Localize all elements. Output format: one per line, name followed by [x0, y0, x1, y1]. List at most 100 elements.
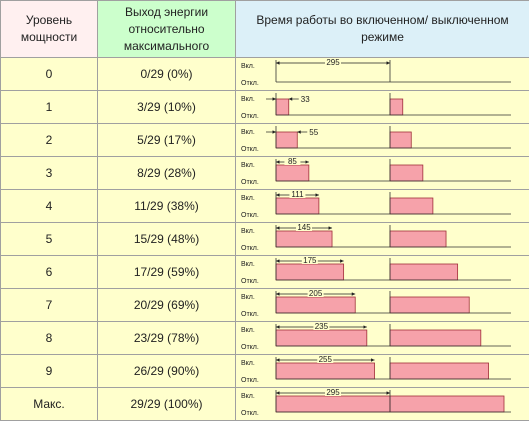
time-label: 255 [319, 355, 333, 364]
pulse [389, 197, 434, 215]
header-cell: Выход энергии относительно максимального [97, 0, 236, 58]
time-label: 235 [315, 322, 329, 331]
on-label: Вкл. [241, 162, 255, 169]
on-label: Вкл. [241, 129, 255, 136]
output-cell: 0/29 (0%) [97, 57, 236, 91]
level-cell: 2 [0, 123, 98, 157]
label-bg [296, 223, 313, 231]
level-cell: 9 [0, 354, 98, 388]
time-label: 205 [309, 289, 323, 298]
row: 8 23/29 (78%) Вкл. Откл. 235 [0, 321, 529, 355]
pulse [389, 230, 447, 248]
row: 2 5/29 (17%) Вкл. Откл. 55 [0, 123, 529, 157]
time-label: 111 [291, 190, 304, 199]
timing-diagram: Вкл. Откл. 111 [241, 190, 511, 219]
time-label: 145 [297, 223, 311, 232]
timing-diagram: Вкл. Откл. 175 [241, 256, 511, 285]
pulse [389, 395, 505, 413]
timing-diagram: Вкл. Откл. 85 [241, 157, 511, 186]
timing-cell: Вкл. Откл. 145 [235, 222, 529, 256]
output-cell: 5/29 (17%) [97, 123, 236, 157]
header-cell: Время работы во включенном/ выключенном … [235, 0, 529, 58]
output-cell: 8/29 (28%) [97, 156, 236, 190]
row: 6 17/29 (59%) Вкл. Откл. 175 [0, 255, 529, 289]
pulse [275, 362, 375, 380]
level-cell: 4 [0, 189, 98, 223]
off-label: Откл. [241, 113, 259, 120]
label-bg [325, 388, 341, 396]
time-label: 55 [309, 128, 318, 137]
pulse [275, 296, 356, 314]
on-label: Вкл. [241, 261, 255, 268]
output-cell: 17/29 (59%) [97, 255, 236, 289]
timing-diagram: Вкл. Откл. 295 [241, 58, 511, 87]
timing-cell: Вкл. Откл. 55 [235, 123, 529, 157]
output-cell: 20/29 (69%) [97, 288, 236, 322]
timing-cell: Вкл. Откл. 85 [235, 156, 529, 190]
output-cell: 15/29 (48%) [97, 222, 236, 256]
output-cell: 23/29 (78%) [97, 321, 236, 355]
off-label: Откл. [241, 80, 259, 87]
header-row: Уровень мощности Выход энергии относител… [0, 0, 529, 58]
timing-diagram: Вкл. Откл. 55 [241, 126, 511, 153]
on-label: Вкл. [241, 360, 255, 367]
pulse [275, 395, 391, 413]
time-label: 33 [301, 95, 310, 104]
row: 4 11/29 (38%) Вкл. Откл. 111 [0, 189, 529, 223]
pulse [275, 164, 310, 182]
level-cell: 6 [0, 255, 98, 289]
row: 5 15/29 (48%) Вкл. Откл. 145 [0, 222, 529, 256]
output-cell: 3/29 (10%) [97, 90, 236, 124]
timing-diagram: Вкл. Откл. 255 [241, 355, 511, 384]
label-bg [289, 190, 306, 198]
pulse [275, 131, 298, 149]
on-label: Вкл. [241, 96, 255, 103]
level-cell: 1 [0, 90, 98, 124]
timing-diagram: Вкл. Откл. 235 [241, 322, 511, 351]
off-label: Откл. [241, 146, 259, 153]
level-cell: 8 [0, 321, 98, 355]
pulse [275, 263, 345, 281]
table-body: 0 0/29 (0%) Вкл. Откл. 295 1 3/29 (10%) Вкл. Отк… [0, 57, 529, 421]
row: 9 26/29 (90%) Вкл. Откл. 255 [0, 354, 529, 388]
timing-cell: Вкл. Откл. 175 [235, 255, 529, 289]
timing-diagram: Вкл. Откл. 205 [241, 289, 511, 318]
output-cell: 26/29 (90%) [97, 354, 236, 388]
pulse [389, 362, 489, 380]
timing-cell: Вкл. Откл. 255 [235, 354, 529, 388]
level-cell: 5 [0, 222, 98, 256]
level-cell: 0 [0, 57, 98, 91]
level-cell: 3 [0, 156, 98, 190]
row: Макс. 29/29 (100%) Вкл. Откл. 295 [0, 387, 529, 421]
pulse [389, 263, 459, 281]
header-cell: Уровень мощности [0, 0, 98, 58]
off-label: Откл. [241, 311, 259, 318]
on-label: Вкл. [241, 393, 255, 400]
timing-cell: Вкл. Откл. 295 [235, 57, 529, 91]
label-bg [307, 289, 324, 297]
timing-cell: Вкл. Откл. 205 [235, 288, 529, 322]
label-bg [284, 157, 301, 165]
on-label: Вкл. [241, 195, 255, 202]
off-label: Откл. [241, 245, 259, 252]
timing-diagram: Вкл. Откл. 295 [241, 388, 511, 417]
label-bg [301, 256, 318, 264]
pulse [389, 98, 404, 116]
row: 3 8/29 (28%) Вкл. Откл. 85 [0, 156, 529, 190]
pulse [389, 296, 470, 314]
row: 1 3/29 (10%) Вкл. Откл. 33 [0, 90, 529, 124]
pulse [389, 131, 412, 149]
off-label: Откл. [241, 179, 259, 186]
off-label: Откл. [241, 278, 259, 285]
row: 7 20/29 (69%) Вкл. Откл. 205 [0, 288, 529, 322]
pulse [275, 98, 290, 116]
timing-cell: Вкл. Откл. 235 [235, 321, 529, 355]
label-bg [317, 355, 334, 363]
pulse [275, 329, 368, 347]
on-label: Вкл. [241, 294, 255, 301]
off-label: Откл. [241, 410, 259, 417]
label-bg [313, 322, 330, 330]
time-label: 85 [288, 157, 297, 166]
